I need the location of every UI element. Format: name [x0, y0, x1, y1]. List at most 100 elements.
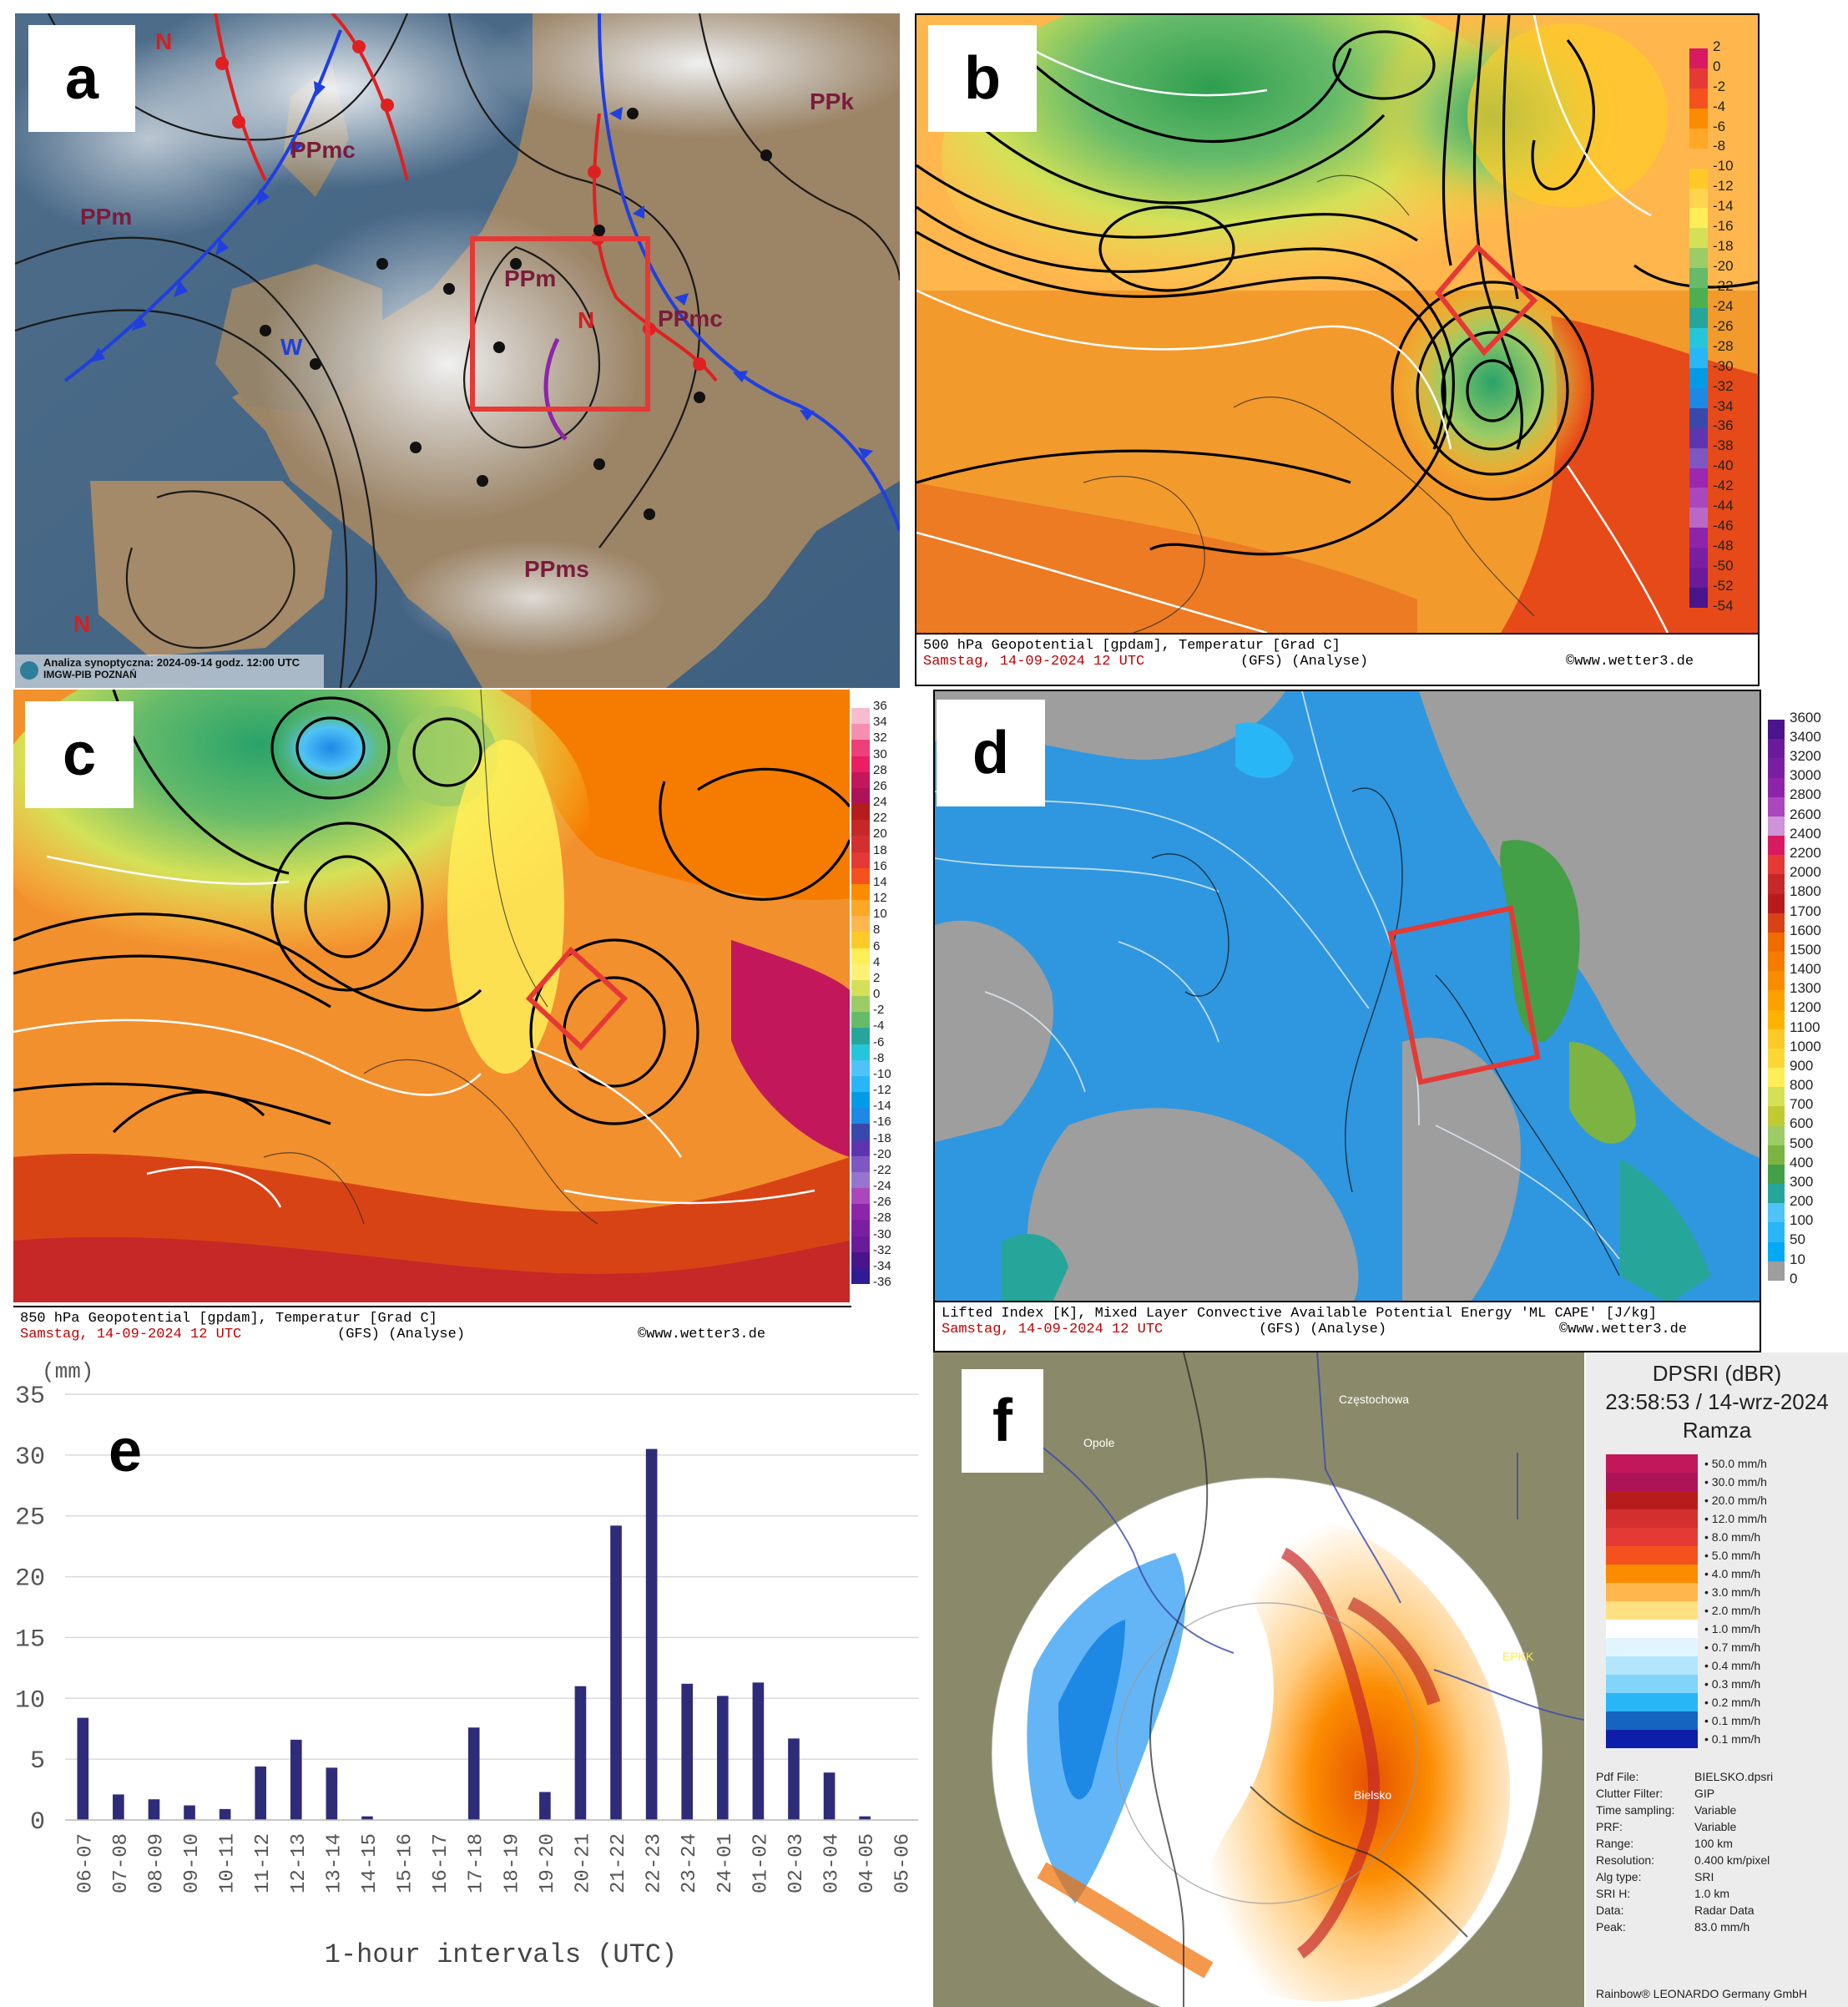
colorbar-segment	[1689, 508, 1708, 528]
footer-model: (GFS) (Analyse)	[1259, 1322, 1387, 1337]
radar-meta-key: Time sampling:	[1596, 1803, 1675, 1817]
colorbar-segment	[851, 1236, 870, 1253]
x-tick-label: 13-14	[323, 1833, 346, 1893]
colorbar-segment	[1768, 796, 1785, 817]
colorbar-segment	[851, 852, 870, 869]
place-label: Opole	[1083, 1436, 1115, 1449]
colorbar-segment	[1689, 568, 1708, 589]
x-tick-label: 17-18	[466, 1833, 488, 1893]
colorbar-500hpa	[1689, 48, 1708, 609]
radar-scale-swatch	[1606, 1601, 1698, 1620]
x-tick-label: 24-01	[714, 1833, 737, 1893]
colorbar-tick-label: -18	[1713, 238, 1734, 255]
radar-metadata: Pdf File: BIELSKO.dpsri Clutter Filter: GIP…	[1596, 1770, 1846, 1937]
radar-scale-swatch	[1606, 1528, 1698, 1546]
radar-meta-row: Pdf File: BIELSKO.dpsri	[1596, 1770, 1846, 1787]
colorbar-tick-label: 0	[1790, 1270, 1798, 1287]
x-tick-label: 23-24	[679, 1833, 701, 1893]
radar-meta-value: 100 km	[1694, 1837, 1733, 1850]
bar	[681, 1683, 694, 1820]
colorbar-segment	[1689, 88, 1708, 109]
colorbar-segment	[851, 1028, 870, 1044]
radar-meta-key: Range:	[1596, 1837, 1634, 1850]
study-area-box	[1435, 243, 1538, 356]
radar-scale-swatch	[1606, 1454, 1698, 1473]
colorbar-tick-label: 2200	[1790, 845, 1821, 861]
colorbar-segment	[1689, 168, 1708, 189]
colorbar-scale	[1768, 720, 1785, 1282]
bar	[823, 1772, 836, 1820]
y-tick-label: 5	[30, 1747, 45, 1776]
radar-meta-value: 83.0 mm/h	[1694, 1920, 1750, 1934]
colorbar-segment	[851, 1267, 870, 1285]
colorbar-tick-label: 200	[1790, 1193, 1814, 1210]
map-footer: 850 hPa Geopotential [gpdam], Temperatur…	[13, 1306, 851, 1352]
panel-c-850hpa-map: 36 34 32 30 28 26 24 22 20 18 16 14 12 10 8 6 4 2 0 -2 -4 -6-…	[13, 690, 901, 1352]
radar-scale-swatch	[1606, 1509, 1698, 1528]
colorbar-tick-label: 2000	[1790, 864, 1821, 881]
colorbar-tick-label: -8	[1713, 138, 1726, 154]
radar-scale-label: • 0.7 mm/h	[1704, 1640, 1761, 1654]
radar-scale-label: • 0.2 mm/h	[1704, 1696, 1761, 1709]
radar-scale-row: • 20.0 mm/h	[1606, 1491, 1848, 1509]
colorbar-tick-label: -16	[873, 1115, 891, 1130]
colorbar-segment	[851, 932, 870, 948]
pressure-centre-low: N	[155, 28, 173, 54]
colorbar-segment	[1768, 739, 1785, 759]
colorbar-segment	[1689, 128, 1708, 149]
colorbar-segment	[1768, 971, 1785, 991]
colorbar-cape	[1768, 720, 1785, 1282]
colorbar-tick-label: -48	[1713, 538, 1734, 554]
colorbar-tick-label: -18	[873, 1130, 891, 1145]
y-axis-label: (mm)	[42, 1359, 93, 1384]
study-area-box	[525, 946, 629, 1051]
panel-d-cape-map: Lifted Index [K], Mixed Layer Convective…	[933, 690, 1833, 1354]
colorbar-segment	[851, 1075, 870, 1093]
colorbar-tick-label: 900	[1790, 1057, 1814, 1074]
radar-scale-row: • 0.4 mm/h	[1606, 1656, 1848, 1675]
colorbar-segment	[1768, 777, 1785, 798]
bar	[326, 1767, 338, 1820]
colorbar-segment	[1768, 1125, 1785, 1146]
bar	[184, 1805, 195, 1820]
colorbar-segment	[1768, 874, 1785, 895]
x-axis-label: 1-hour intervals (UTC)	[325, 1939, 677, 1970]
colorbar-tick-label: -28	[1713, 337, 1734, 354]
pressure-centre-low: N	[73, 611, 91, 637]
colorbar-tick-label: 36	[873, 699, 887, 713]
colorbar-segment	[1768, 720, 1785, 740]
colorbar-tick-label: 12	[873, 891, 887, 905]
colorbar-segment	[1768, 816, 1785, 837]
colorbar-scale	[1689, 48, 1708, 609]
x-tick-label: 14-15	[359, 1833, 381, 1893]
colorbar-tick-label: 32	[873, 731, 887, 746]
bar	[716, 1696, 729, 1820]
radar-scale-row: • 3.0 mm/h	[1606, 1583, 1848, 1601]
x-tick-label: 21-22	[608, 1833, 630, 1893]
colorbar-tick-label: -20	[1713, 258, 1734, 274]
colorbar-tick-label: 1100	[1790, 1019, 1820, 1035]
colorbar-tick-label: 26	[873, 778, 887, 793]
colorbar-tick-label: -14	[1713, 198, 1734, 215]
colorbar-tick-label: 300	[1790, 1173, 1814, 1190]
colorbar-segment	[1768, 1106, 1785, 1127]
colorbar-segment	[1768, 1009, 1785, 1030]
radar-scale-label: • 50.0 mm/h	[1704, 1457, 1767, 1470]
colorbar-tick-label: -2	[1713, 78, 1726, 94]
radar-meta-row: PRF: Variable	[1596, 1820, 1846, 1837]
colorbar-tick-label: 1700	[1790, 902, 1821, 919]
footer-title: Lifted Index [K], Mixed Layer Convective…	[942, 1306, 1657, 1322]
x-tick-label: 03-04	[821, 1833, 844, 1893]
x-tick-label: 12-13	[288, 1833, 311, 1893]
colorbar-tick-label: -30	[1713, 357, 1734, 374]
radar-scale-swatch	[1606, 1583, 1698, 1601]
radar-scale-label: • 1.0 mm/h	[1704, 1622, 1761, 1635]
radar-meta-value: GIP	[1694, 1787, 1715, 1800]
y-tick-label: 25	[15, 1504, 45, 1533]
panel-label-e: e	[108, 1418, 143, 1484]
bar	[255, 1766, 267, 1820]
x-tick-label: 01-02	[750, 1833, 772, 1893]
radar-meta-key: Peak:	[1596, 1920, 1626, 1934]
radar-scale-row: • 0.3 mm/h	[1606, 1675, 1848, 1693]
colorbar-tick-label: -20	[873, 1146, 891, 1161]
